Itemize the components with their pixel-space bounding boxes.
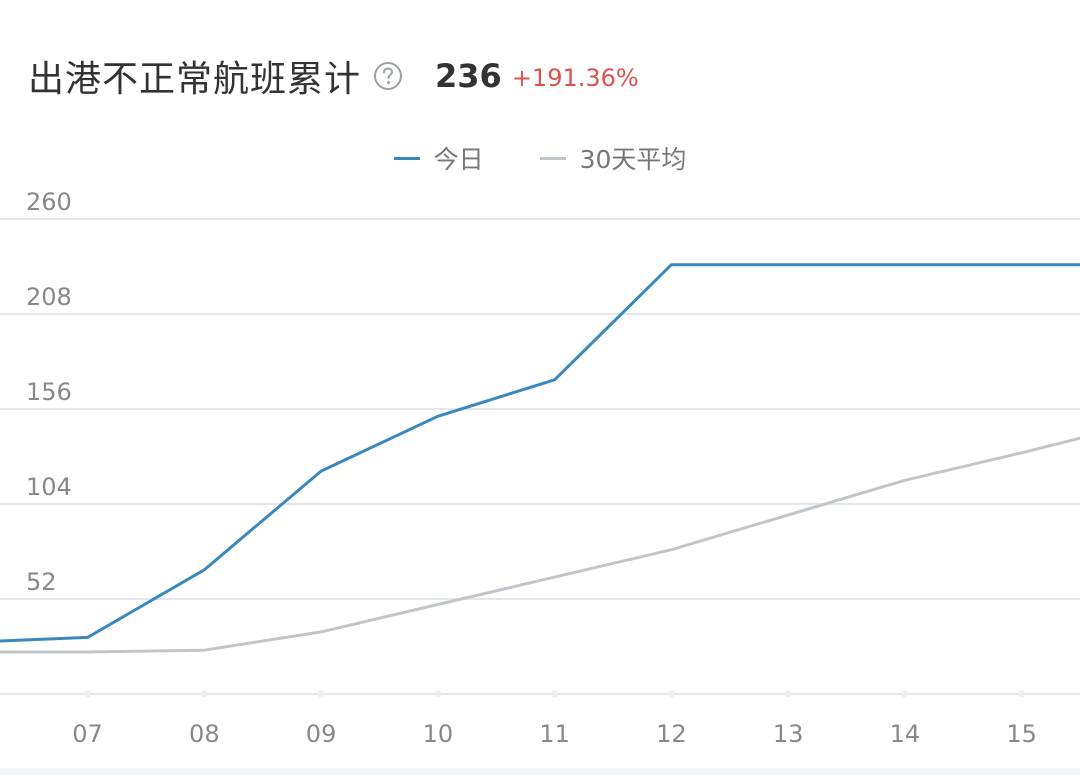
series-line-today: [0, 263, 1080, 643]
x-tick-label: 13: [773, 720, 804, 748]
y-tick-label: 260: [26, 188, 72, 216]
y-tick-label: 52: [26, 568, 57, 596]
x-tick-mark: [667, 690, 675, 698]
x-tick-label: 12: [656, 720, 687, 748]
chart-header: 出港不正常航班累计 236 +191.36%: [28, 50, 639, 102]
y-tick-label: 208: [26, 283, 72, 311]
x-tick-label: 09: [306, 720, 337, 748]
x-tick-mark: [434, 690, 442, 698]
bottom-strip: [0, 768, 1080, 775]
legend-label-average: 30天平均: [579, 145, 687, 174]
x-tick-label: 10: [423, 720, 454, 748]
series-line-average: [0, 436, 1080, 654]
question-circle-icon[interactable]: [373, 61, 403, 91]
y-tick-label: 156: [26, 378, 72, 406]
x-tick-mark: [551, 690, 559, 698]
chart-legend: 今日 30天平均: [0, 140, 1080, 176]
x-tick-label: 07: [72, 720, 103, 748]
legend-item-average[interactable]: 30天平均: [539, 140, 687, 176]
legend-swatch-today: [393, 156, 420, 160]
change-percent: +191.36%: [511, 64, 639, 92]
y-tick-label: 104: [26, 473, 72, 501]
chart-title: 出港不正常航班累计: [28, 59, 362, 100]
x-tick-mark: [1018, 690, 1026, 698]
x-tick-label: 14: [890, 720, 921, 748]
x-tick-mark: [901, 690, 909, 698]
x-tick-mark: [200, 690, 208, 698]
x-tick-label: 08: [189, 720, 220, 748]
x-tick-mark: [784, 690, 792, 698]
x-tick-label: 11: [539, 720, 570, 748]
x-tick-mark: [317, 690, 325, 698]
legend-swatch-average: [539, 156, 566, 160]
x-tick-mark: [84, 690, 92, 698]
legend-item-today[interactable]: 今日: [393, 140, 484, 176]
x-tick-label: 15: [1006, 720, 1037, 748]
legend-label-today: 今日: [433, 145, 484, 174]
total-value: 236: [435, 57, 502, 95]
